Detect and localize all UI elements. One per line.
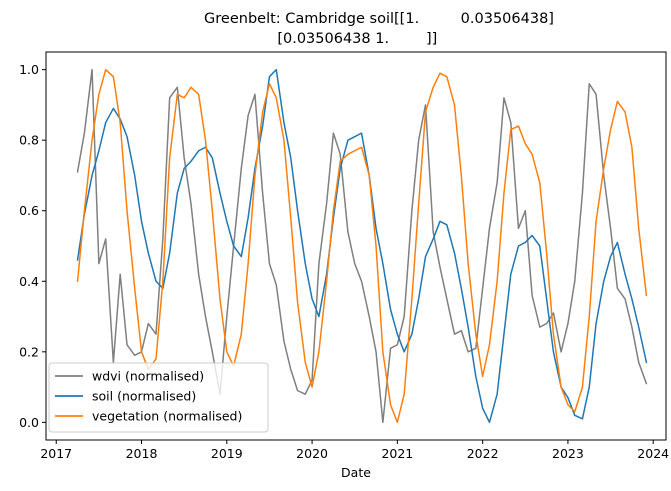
x-tick-label: 2020 <box>296 446 328 461</box>
legend-box <box>48 362 269 433</box>
legend-label-0: wdvi (normalised) <box>92 369 204 384</box>
legend: wdvi (normalised) soil (normalised) vegeta… <box>48 362 269 433</box>
chart-title-line-1: Greenbelt: Cambridge soil[[1. 0.03506438… <box>204 11 554 27</box>
x-tick-label: 2017 <box>40 446 72 461</box>
series-layer <box>76 68 648 424</box>
y-tick-label: 0.6 <box>19 203 39 218</box>
x-tick-label: 2022 <box>467 446 499 461</box>
x-tick-label: 2023 <box>552 446 584 461</box>
x-tick-label: 2021 <box>381 446 413 461</box>
legend-label-1: soil (normalised) <box>92 389 196 404</box>
y-tick-label: 0.4 <box>19 274 39 289</box>
y-tick-label: 1.0 <box>19 62 39 77</box>
series-line-2 <box>76 68 648 424</box>
x-axis-label: Date <box>341 465 371 480</box>
series-line-1 <box>76 68 648 424</box>
x-axis-ticks: 2017 2018 2019 2020 2021 2022 2023 2024 <box>40 440 669 461</box>
y-tick-label: 0.2 <box>19 344 39 359</box>
chart-title-line-2: [0.03506438 1. ]] <box>273 31 438 47</box>
legend-label-2: vegetation (normalised) <box>92 409 242 424</box>
series-line-0 <box>76 68 648 424</box>
plot-frame <box>45 51 667 441</box>
y-axis-ticks: 0.0 0.2 0.4 0.6 0.8 1.0 <box>19 62 46 430</box>
y-tick-label: 0.0 <box>19 415 39 430</box>
x-tick-label: 2019 <box>211 446 243 461</box>
x-tick-label: 2018 <box>126 446 158 461</box>
x-tick-label: 2024 <box>637 446 669 461</box>
y-tick-label: 0.8 <box>19 133 39 148</box>
